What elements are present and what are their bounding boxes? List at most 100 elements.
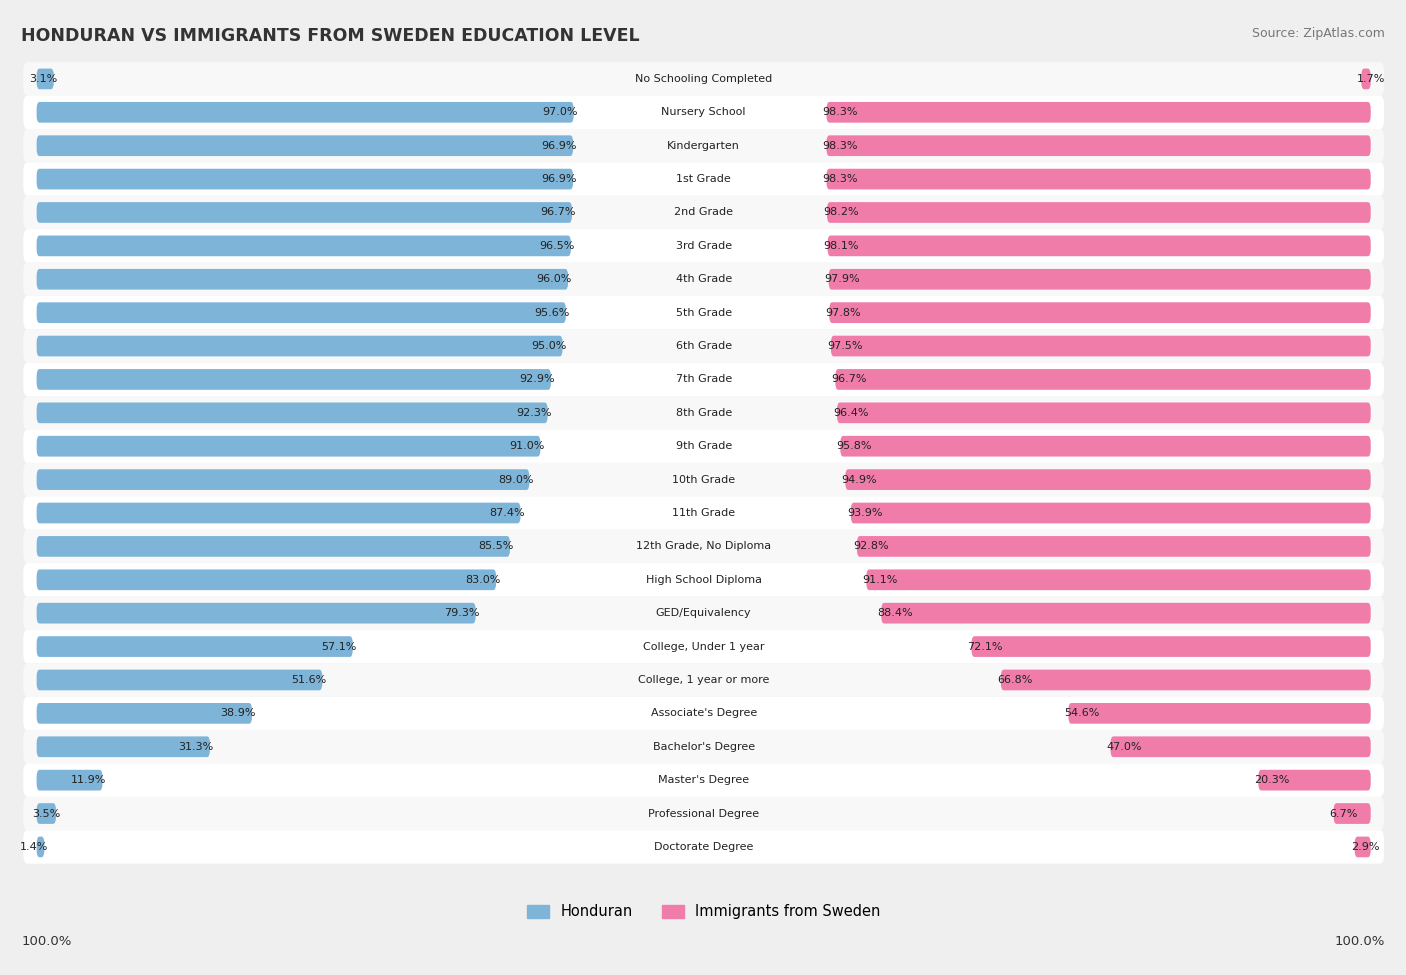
- Text: 98.3%: 98.3%: [823, 107, 858, 117]
- Text: 6th Grade: 6th Grade: [676, 341, 731, 351]
- Text: 91.0%: 91.0%: [509, 442, 544, 451]
- FancyBboxPatch shape: [24, 529, 1384, 564]
- FancyBboxPatch shape: [24, 296, 1384, 330]
- Text: HONDURAN VS IMMIGRANTS FROM SWEDEN EDUCATION LEVEL: HONDURAN VS IMMIGRANTS FROM SWEDEN EDUCA…: [21, 27, 640, 45]
- Text: 10th Grade: 10th Grade: [672, 475, 735, 485]
- FancyBboxPatch shape: [1354, 837, 1371, 857]
- FancyBboxPatch shape: [24, 496, 1384, 529]
- FancyBboxPatch shape: [37, 102, 574, 123]
- FancyBboxPatch shape: [37, 236, 571, 256]
- FancyBboxPatch shape: [24, 763, 1384, 797]
- FancyBboxPatch shape: [827, 136, 1371, 156]
- FancyBboxPatch shape: [1001, 670, 1371, 690]
- FancyBboxPatch shape: [24, 229, 1384, 262]
- Text: High School Diploma: High School Diploma: [645, 575, 762, 585]
- Text: 11th Grade: 11th Grade: [672, 508, 735, 518]
- FancyBboxPatch shape: [24, 463, 1384, 496]
- FancyBboxPatch shape: [882, 603, 1371, 624]
- Text: 54.6%: 54.6%: [1064, 709, 1099, 719]
- Text: 4th Grade: 4th Grade: [675, 274, 731, 285]
- Text: 94.9%: 94.9%: [841, 475, 877, 485]
- FancyBboxPatch shape: [1258, 770, 1371, 791]
- FancyBboxPatch shape: [831, 335, 1371, 357]
- FancyBboxPatch shape: [24, 697, 1384, 730]
- Text: 88.4%: 88.4%: [877, 608, 912, 618]
- Text: 97.9%: 97.9%: [825, 274, 860, 285]
- FancyBboxPatch shape: [827, 169, 1371, 189]
- Text: 72.1%: 72.1%: [967, 642, 1002, 651]
- FancyBboxPatch shape: [851, 503, 1371, 524]
- FancyBboxPatch shape: [37, 736, 209, 758]
- Text: Bachelor's Degree: Bachelor's Degree: [652, 742, 755, 752]
- FancyBboxPatch shape: [24, 396, 1384, 430]
- Text: 97.0%: 97.0%: [543, 107, 578, 117]
- FancyBboxPatch shape: [37, 670, 322, 690]
- Text: 8th Grade: 8th Grade: [675, 408, 731, 418]
- FancyBboxPatch shape: [24, 564, 1384, 597]
- Text: 96.9%: 96.9%: [541, 175, 576, 184]
- Text: Doctorate Degree: Doctorate Degree: [654, 842, 754, 852]
- Text: 92.3%: 92.3%: [516, 408, 551, 418]
- FancyBboxPatch shape: [835, 370, 1371, 390]
- Text: 95.0%: 95.0%: [531, 341, 567, 351]
- Text: Source: ZipAtlas.com: Source: ZipAtlas.com: [1251, 27, 1385, 40]
- Text: GED/Equivalency: GED/Equivalency: [655, 608, 751, 618]
- Text: 96.4%: 96.4%: [832, 408, 869, 418]
- Text: 38.9%: 38.9%: [221, 709, 256, 719]
- Text: 66.8%: 66.8%: [997, 675, 1032, 685]
- Text: 3.5%: 3.5%: [32, 808, 60, 819]
- FancyBboxPatch shape: [37, 169, 574, 189]
- FancyBboxPatch shape: [856, 536, 1371, 557]
- FancyBboxPatch shape: [972, 637, 1371, 657]
- FancyBboxPatch shape: [830, 302, 1371, 323]
- Text: 98.1%: 98.1%: [824, 241, 859, 251]
- Text: 3.1%: 3.1%: [30, 74, 58, 84]
- FancyBboxPatch shape: [841, 436, 1371, 456]
- Text: 1.4%: 1.4%: [20, 842, 48, 852]
- FancyBboxPatch shape: [37, 703, 252, 723]
- Text: 97.8%: 97.8%: [825, 308, 860, 318]
- Text: 12th Grade, No Diploma: 12th Grade, No Diploma: [636, 541, 772, 552]
- Text: 6.7%: 6.7%: [1330, 808, 1358, 819]
- FancyBboxPatch shape: [24, 797, 1384, 831]
- FancyBboxPatch shape: [845, 469, 1371, 490]
- Text: 93.9%: 93.9%: [846, 508, 883, 518]
- FancyBboxPatch shape: [24, 163, 1384, 196]
- FancyBboxPatch shape: [24, 430, 1384, 463]
- Text: Kindergarten: Kindergarten: [668, 140, 740, 151]
- Text: 2.9%: 2.9%: [1351, 842, 1379, 852]
- Text: 97.5%: 97.5%: [827, 341, 862, 351]
- Text: 92.8%: 92.8%: [853, 541, 889, 552]
- Text: 9th Grade: 9th Grade: [675, 442, 731, 451]
- Text: 3rd Grade: 3rd Grade: [676, 241, 731, 251]
- Text: No Schooling Completed: No Schooling Completed: [636, 74, 772, 84]
- FancyBboxPatch shape: [37, 770, 103, 791]
- Text: Master's Degree: Master's Degree: [658, 775, 749, 785]
- Text: Professional Degree: Professional Degree: [648, 808, 759, 819]
- FancyBboxPatch shape: [24, 597, 1384, 630]
- FancyBboxPatch shape: [24, 730, 1384, 763]
- FancyBboxPatch shape: [24, 330, 1384, 363]
- FancyBboxPatch shape: [1069, 703, 1371, 723]
- Text: 91.1%: 91.1%: [862, 575, 897, 585]
- FancyBboxPatch shape: [1334, 803, 1371, 824]
- Legend: Honduran, Immigrants from Sweden: Honduran, Immigrants from Sweden: [520, 899, 886, 925]
- FancyBboxPatch shape: [24, 62, 1384, 96]
- FancyBboxPatch shape: [37, 335, 562, 357]
- Text: 31.3%: 31.3%: [179, 742, 214, 752]
- Text: 96.0%: 96.0%: [537, 274, 572, 285]
- Text: Associate's Degree: Associate's Degree: [651, 709, 756, 719]
- Text: 11.9%: 11.9%: [72, 775, 107, 785]
- FancyBboxPatch shape: [37, 837, 45, 857]
- FancyBboxPatch shape: [37, 803, 56, 824]
- FancyBboxPatch shape: [37, 202, 572, 223]
- Text: 87.4%: 87.4%: [489, 508, 524, 518]
- FancyBboxPatch shape: [828, 269, 1371, 290]
- FancyBboxPatch shape: [1361, 68, 1371, 90]
- Text: College, 1 year or more: College, 1 year or more: [638, 675, 769, 685]
- Text: 89.0%: 89.0%: [498, 475, 533, 485]
- FancyBboxPatch shape: [24, 363, 1384, 396]
- FancyBboxPatch shape: [37, 603, 475, 624]
- Text: 100.0%: 100.0%: [21, 935, 72, 948]
- Text: 7th Grade: 7th Grade: [675, 374, 731, 384]
